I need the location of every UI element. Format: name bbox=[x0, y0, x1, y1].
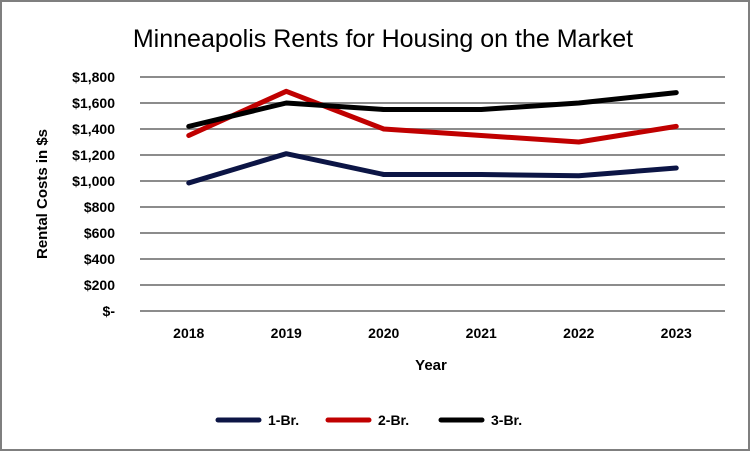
y-axis-ticks: $- $200 $400 $600 $800 $1,000 $1,200 $1,400 $1,6… bbox=[72, 69, 115, 319]
x-tick-label: 2019 bbox=[271, 325, 302, 341]
y-tick-label: $400 bbox=[84, 251, 115, 267]
x-axis-label: Year bbox=[415, 357, 447, 374]
legend-item: 2-Br. bbox=[325, 412, 409, 428]
series-line-1br bbox=[186, 151, 679, 186]
series-line-3br bbox=[186, 90, 679, 129]
x-tick-label: 2022 bbox=[563, 325, 594, 341]
x-tick-label: 2021 bbox=[466, 325, 497, 341]
legend-item: 1-Br. bbox=[215, 412, 299, 428]
legend-label: 3-Br. bbox=[491, 412, 522, 428]
y-tick-label: $200 bbox=[84, 277, 115, 293]
y-tick-label: $800 bbox=[84, 199, 115, 215]
legend-label: 1-Br. bbox=[268, 412, 299, 428]
y-tick-label: $- bbox=[103, 303, 116, 319]
y-tick-label: $1,800 bbox=[72, 69, 115, 85]
legend: 1-Br. 2-Br. 3-Br. bbox=[215, 412, 522, 428]
y-tick-label: $1,000 bbox=[72, 173, 115, 189]
legend-item: 3-Br. bbox=[438, 412, 522, 428]
series-line-2br bbox=[186, 88, 679, 145]
y-tick-label: $600 bbox=[84, 225, 115, 241]
chart-title: Minneapolis Rents for Housing on the Mar… bbox=[133, 25, 633, 53]
x-tick-label: 2023 bbox=[661, 325, 692, 341]
y-axis-label: Rental Costs in $s bbox=[34, 129, 51, 259]
x-tick-label: 2018 bbox=[173, 325, 204, 341]
y-tick-label: $1,600 bbox=[72, 95, 115, 111]
y-tick-label: $1,400 bbox=[72, 121, 115, 137]
legend-label: 2-Br. bbox=[378, 412, 409, 428]
x-tick-label: 2020 bbox=[368, 325, 399, 341]
x-axis-ticks: 2018 2019 2020 2021 2022 2023 bbox=[173, 325, 692, 341]
series-lines bbox=[186, 88, 679, 186]
gridlines bbox=[140, 76, 725, 312]
y-tick-label: $1,200 bbox=[72, 147, 115, 163]
